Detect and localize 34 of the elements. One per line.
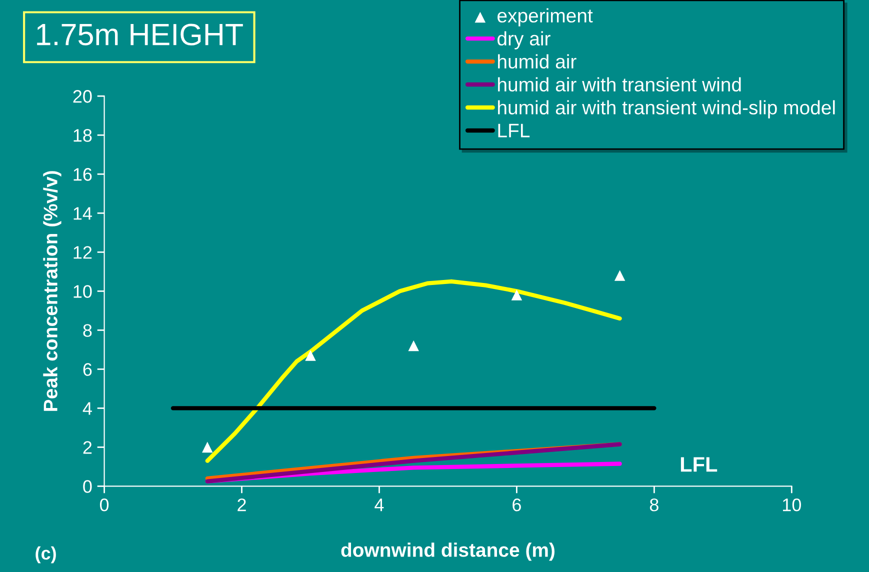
point bbox=[408, 340, 419, 352]
point bbox=[305, 350, 316, 361]
chart-title: 1.75m HEIGHT bbox=[37, 24, 243, 46]
y-tick-label: 4 bbox=[82, 402, 92, 415]
line-series bbox=[205, 279, 622, 463]
y-tick-label: 12 bbox=[74, 246, 92, 259]
x-tick-label: 0 bbox=[100, 498, 109, 512]
point bbox=[511, 290, 522, 300]
y-tick-label: 10 bbox=[74, 285, 92, 298]
y-axis-title: Peak concentration (%v/v) bbox=[43, 171, 62, 411]
x-tick-label: 2 bbox=[238, 498, 246, 512]
legend-label: humid air with transient wind bbox=[498, 77, 741, 92]
y-tick-label: 0 bbox=[83, 480, 92, 493]
text: (c) bbox=[36, 546, 56, 564]
y-tick-label: 18 bbox=[74, 129, 92, 142]
point bbox=[202, 442, 213, 453]
y-tick-label: 2 bbox=[83, 441, 92, 454]
x-tick-label: 8 bbox=[650, 498, 658, 512]
legend-label: dry air bbox=[498, 31, 550, 50]
point bbox=[614, 270, 626, 281]
y-tick-label: 16 bbox=[74, 168, 92, 181]
y-tick-label: 14 bbox=[74, 207, 92, 220]
x-axis-title: downwind distance (m) bbox=[341, 542, 554, 561]
legend-label: humid air bbox=[498, 54, 576, 69]
legend-label: LFL bbox=[498, 124, 530, 138]
y-tick-label: 20 bbox=[73, 90, 92, 103]
legend-label: humid air with transient wind-slip model bbox=[498, 100, 835, 118]
x-tick-label: 10 bbox=[782, 498, 801, 512]
x-tick-label: 4 bbox=[374, 498, 384, 512]
y-tick-label: 8 bbox=[83, 324, 92, 337]
annotation: LFL bbox=[680, 457, 718, 472]
x-tick-label: 6 bbox=[512, 498, 521, 512]
legend-label: experiment bbox=[498, 8, 593, 26]
y-tick-label: 6 bbox=[83, 363, 92, 376]
